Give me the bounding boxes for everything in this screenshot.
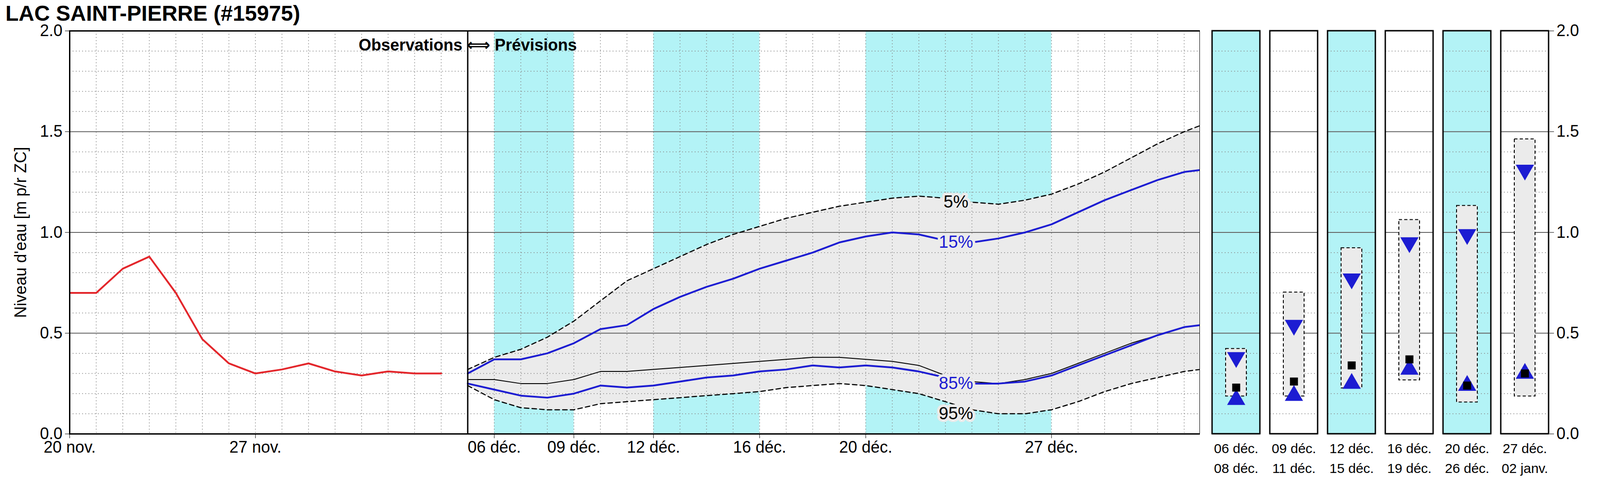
svg-text:5%: 5% <box>943 192 969 212</box>
svg-text:1.0: 1.0 <box>1556 222 1580 242</box>
svg-text:20 nov.: 20 nov. <box>43 437 96 457</box>
svg-text:06 déc.: 06 déc. <box>467 437 522 457</box>
svg-text:16 déc.: 16 déc. <box>733 437 787 457</box>
svg-text:85%: 85% <box>938 373 973 393</box>
svg-text:2.0: 2.0 <box>1556 21 1580 40</box>
svg-text:1.5: 1.5 <box>1556 121 1580 141</box>
svg-text:12 déc.: 12 déc. <box>627 437 681 457</box>
svg-text:09 déc.: 09 déc. <box>547 437 601 457</box>
svg-text:06 déc.08 déc.: 06 déc.08 déc. <box>1213 440 1259 476</box>
svg-text:0.5: 0.5 <box>1556 323 1580 342</box>
svg-text:27 déc.: 27 déc. <box>1024 437 1079 457</box>
svg-text:1.5: 1.5 <box>39 121 63 141</box>
svg-text:95%: 95% <box>938 403 973 423</box>
svg-text:20 déc.: 20 déc. <box>839 437 893 457</box>
svg-text:0.0: 0.0 <box>1556 424 1580 443</box>
svg-text:20 déc.26 déc.: 20 déc.26 déc. <box>1444 440 1490 476</box>
svg-text:1.0: 1.0 <box>39 222 63 242</box>
svg-text:2.0: 2.0 <box>39 21 63 40</box>
html-text:LAC SAINT-PIERRE (#15975): LAC SAINT-PIERRE (#15975) <box>5 1 301 26</box>
svg-text:15%: 15% <box>938 232 973 252</box>
svg-text:27 déc.02 janv.: 27 déc.02 janv. <box>1501 440 1549 476</box>
svg-text:0.0: 0.0 <box>39 424 63 443</box>
svg-text:27 nov.: 27 nov. <box>229 437 282 457</box>
svg-text:0.5: 0.5 <box>39 323 63 342</box>
svg-text:12 déc.15 déc.: 12 déc.15 déc. <box>1329 440 1374 476</box>
svg-text:Observations ⟺ Prévisions: Observations ⟺ Prévisions <box>358 35 577 55</box>
svg-text:Niveau d'eau [m p/r ZC]: Niveau d'eau [m p/r ZC] <box>11 146 30 318</box>
svg-text:09 déc.11 déc.: 09 déc.11 déc. <box>1271 440 1316 476</box>
svg-text:16 déc.19 déc.: 16 déc.19 déc. <box>1387 440 1432 476</box>
